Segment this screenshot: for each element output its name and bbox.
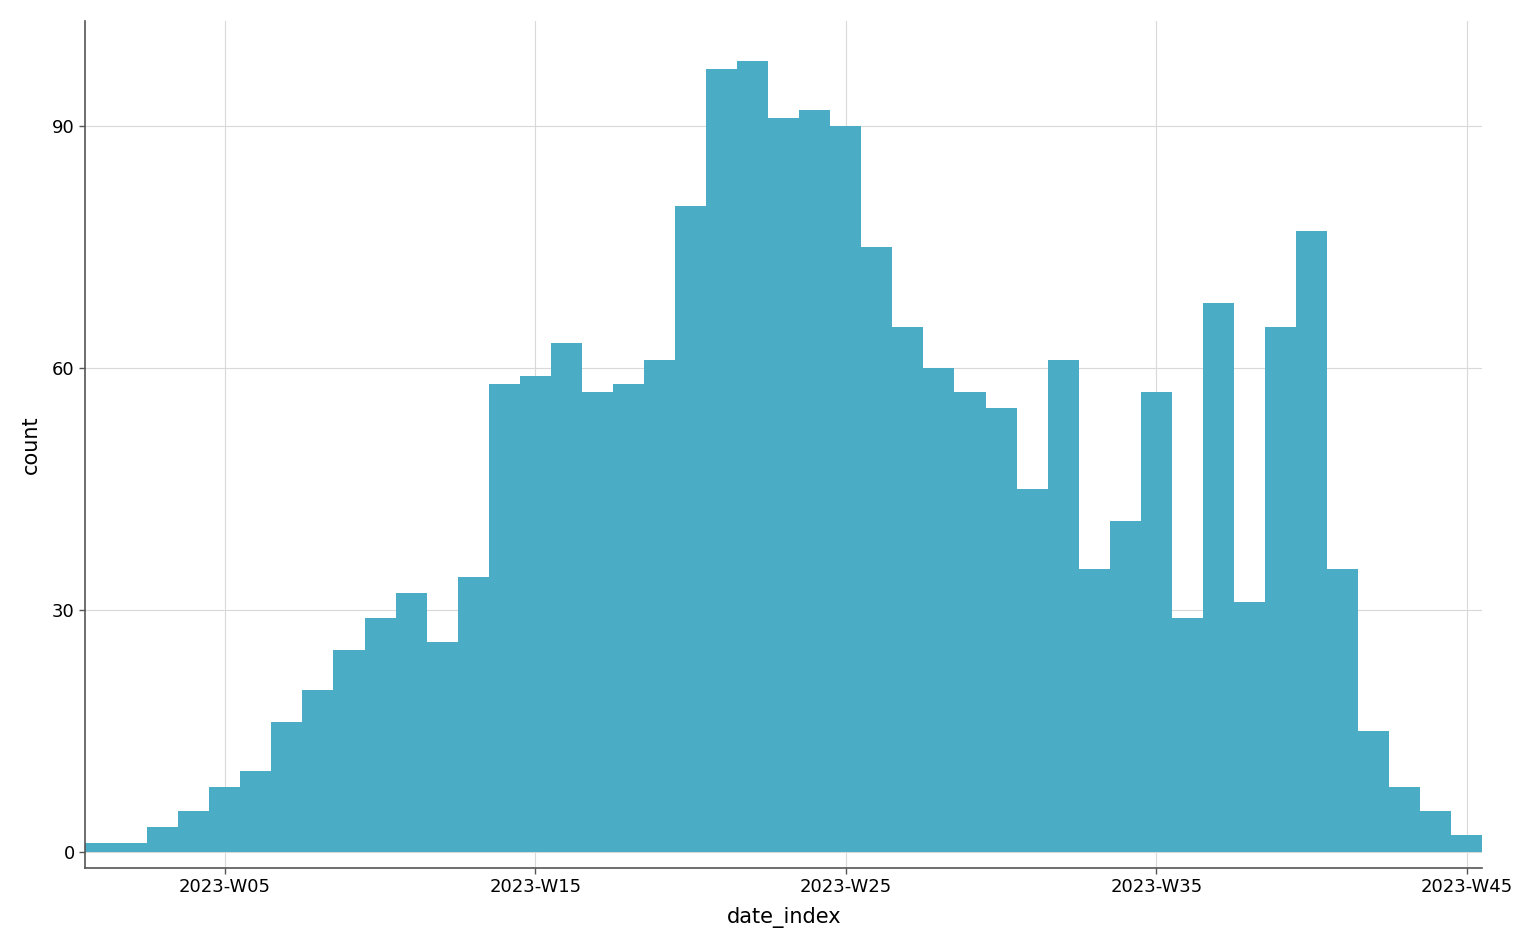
Bar (209, 787, 240, 851)
Bar (644, 360, 674, 851)
Bar (1389, 787, 1421, 851)
Bar (892, 327, 923, 851)
Bar (333, 650, 364, 851)
Bar (551, 344, 582, 851)
Bar (582, 392, 613, 851)
Bar (954, 392, 986, 851)
Bar (862, 247, 892, 851)
X-axis label: date_index: date_index (727, 907, 842, 928)
Bar (519, 376, 551, 851)
Bar (986, 408, 1017, 851)
Bar (1266, 327, 1296, 851)
Bar (613, 383, 644, 851)
Bar (1452, 835, 1482, 851)
Bar (147, 828, 178, 851)
Bar (303, 690, 333, 851)
Bar (272, 722, 303, 851)
Bar (178, 811, 209, 851)
Bar (1048, 360, 1078, 851)
Bar (240, 771, 272, 851)
Bar (1203, 303, 1233, 851)
Bar (674, 206, 707, 851)
Bar (1078, 569, 1109, 851)
Bar (923, 367, 954, 851)
Bar (427, 642, 458, 851)
Bar (831, 125, 862, 851)
Bar (1233, 602, 1266, 851)
Bar (768, 118, 799, 851)
Bar (1327, 569, 1358, 851)
Bar (117, 844, 147, 851)
Bar (1358, 731, 1389, 851)
Bar (458, 577, 488, 851)
Bar (737, 61, 768, 851)
Bar (364, 618, 396, 851)
Bar (707, 69, 737, 851)
Bar (1109, 521, 1141, 851)
Bar (84, 844, 117, 851)
Bar (1296, 231, 1327, 851)
Bar (1172, 618, 1203, 851)
Bar (1141, 392, 1172, 851)
Bar (799, 109, 831, 851)
Bar (1421, 811, 1452, 851)
Y-axis label: count: count (22, 415, 41, 474)
Bar (488, 383, 519, 851)
Bar (396, 593, 427, 851)
Bar (1017, 489, 1048, 851)
